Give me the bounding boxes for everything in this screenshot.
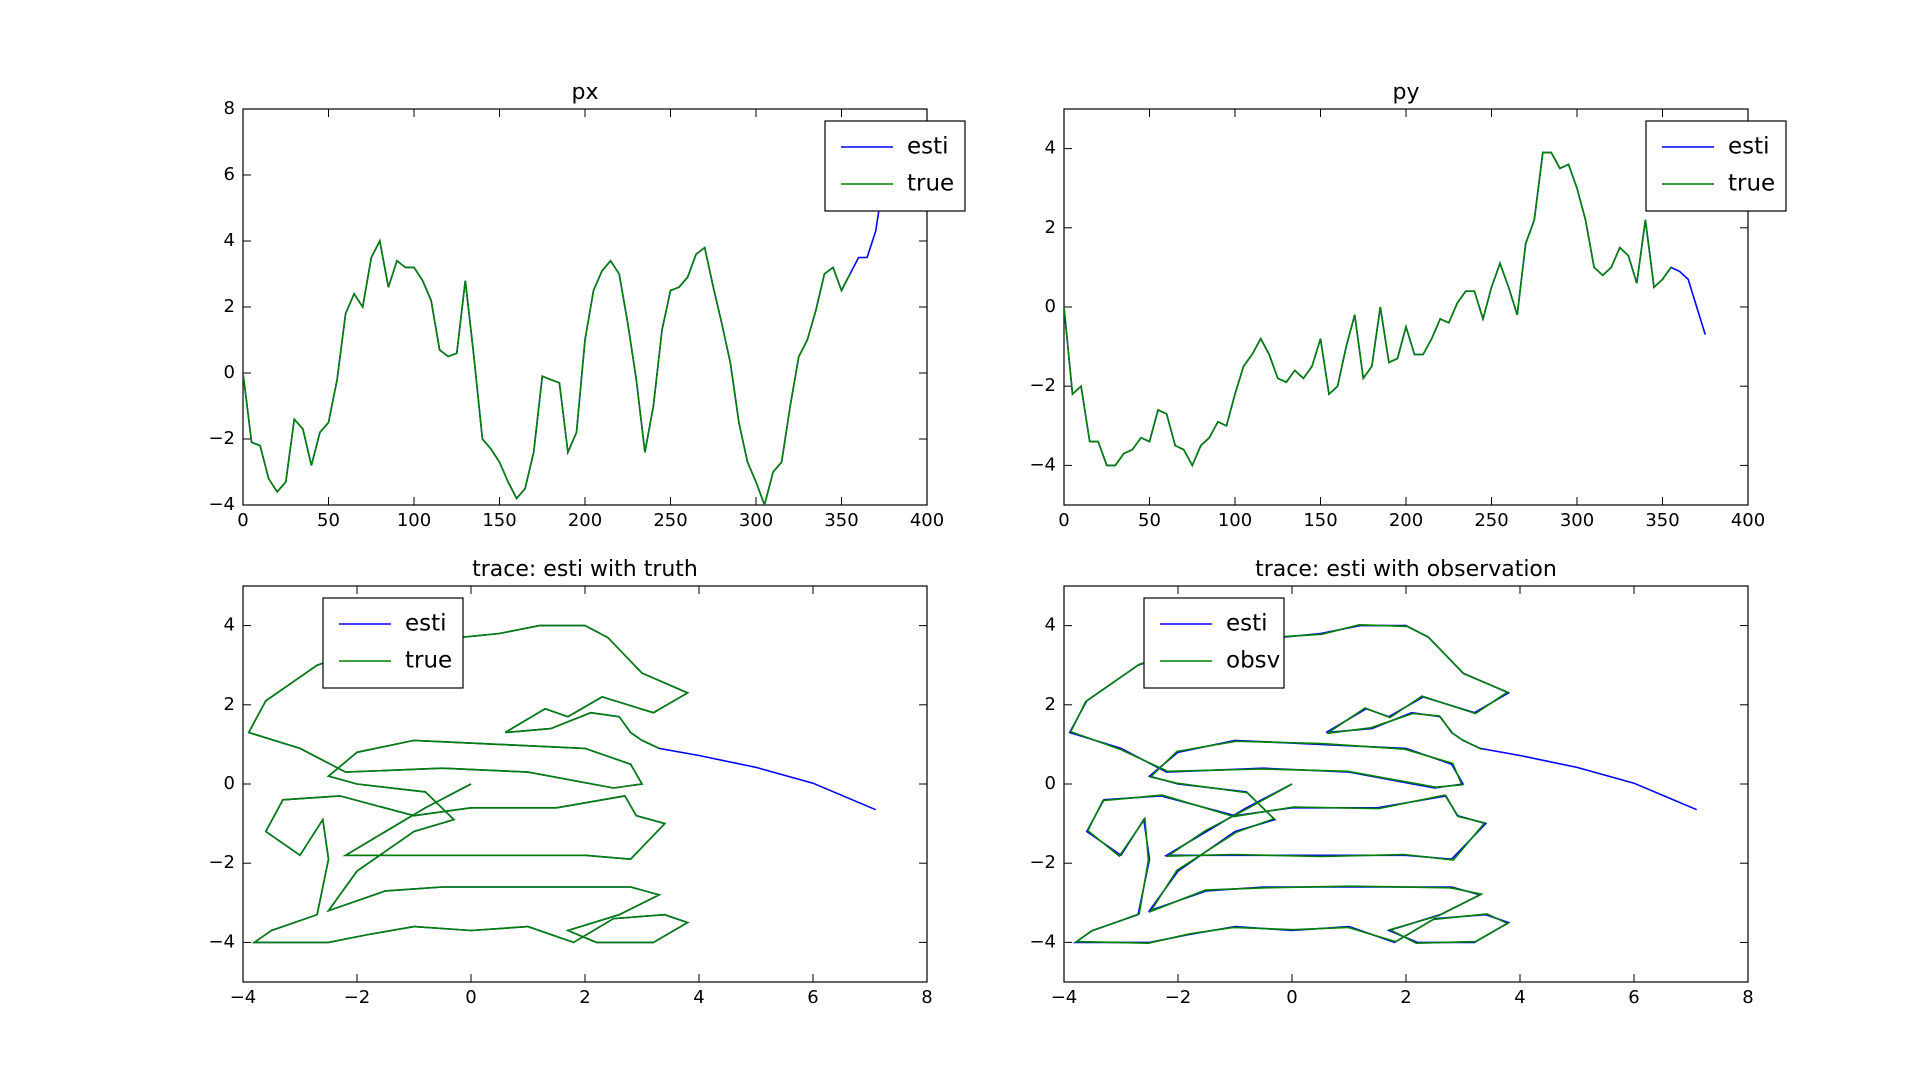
y-tick-label: 8 xyxy=(224,98,235,119)
legend-box xyxy=(824,120,966,212)
x-tick-label: 400 xyxy=(1731,510,1765,531)
y-tick-label: 0 xyxy=(1045,296,1056,317)
x-tick-label: 100 xyxy=(1218,510,1252,531)
x-tick-label: 0 xyxy=(1286,987,1297,1008)
x-tick-label: 8 xyxy=(921,987,932,1008)
legend-label: true xyxy=(405,648,452,674)
x-tick-label: −2 xyxy=(1165,987,1192,1008)
y-tick-label: 4 xyxy=(1045,138,1056,159)
legend-label: esti xyxy=(1226,611,1268,637)
y-tick-label: 2 xyxy=(224,296,235,317)
series-line xyxy=(1064,151,1672,468)
x-tick-label: 300 xyxy=(1560,510,1594,531)
x-tick-label: 4 xyxy=(693,987,704,1008)
y-tick-label: 4 xyxy=(1045,615,1056,636)
x-tick-label: 150 xyxy=(482,510,516,531)
chart-title: px xyxy=(572,80,599,105)
x-tick-label: 0 xyxy=(237,510,248,531)
y-tick-label: 0 xyxy=(1045,773,1056,794)
x-tick-label: 300 xyxy=(739,510,773,531)
y-tick-label: −4 xyxy=(1029,454,1056,475)
plot-frame xyxy=(1063,108,1749,506)
legend-box xyxy=(1645,120,1787,212)
x-tick-label: 200 xyxy=(568,510,602,531)
y-tick-label: −2 xyxy=(1029,852,1056,873)
y-tick-label: 4 xyxy=(224,230,235,251)
y-tick-label: −4 xyxy=(208,931,235,952)
x-tick-label: 400 xyxy=(910,510,944,531)
x-tick-label: 0 xyxy=(465,987,476,1008)
series-line xyxy=(247,624,690,944)
x-tick-label: 0 xyxy=(1058,510,1069,531)
legend-label: true xyxy=(1728,171,1775,197)
y-tick-label: 4 xyxy=(224,615,235,636)
legend-label: obsv xyxy=(1226,648,1280,674)
y-tick-label: 2 xyxy=(1045,694,1056,715)
subplot: py 0 50 100 150 200 250 300 350 400 −4 −2 0 2 4 esti tru… xyxy=(1029,80,1787,531)
x-tick-label: 50 xyxy=(317,510,340,531)
y-tick-label: −2 xyxy=(208,428,235,449)
plot-frame xyxy=(242,108,928,506)
x-tick-label: 350 xyxy=(1645,510,1679,531)
x-tick-label: 8 xyxy=(1742,987,1753,1008)
x-tick-label: −2 xyxy=(344,987,371,1008)
chart-title: trace: esti with truth xyxy=(472,557,698,582)
legend-box xyxy=(322,597,464,689)
y-tick-label: −4 xyxy=(208,494,235,515)
series-line xyxy=(243,238,851,505)
legend-label: esti xyxy=(1728,134,1770,160)
y-tick-label: 2 xyxy=(1045,217,1056,238)
chart-title: trace: esti with observation xyxy=(1255,557,1557,582)
y-tick-label: −2 xyxy=(208,852,235,873)
subplot: trace: esti with truth −4 −2 0 2 4 6 8 −4 −2 0 2 4 es… xyxy=(208,557,932,1008)
legend-label: esti xyxy=(907,134,949,160)
subplot: trace: esti with observation −4 −2 0 2 4 6 8 −4 −… xyxy=(1029,557,1753,1008)
x-tick-label: 50 xyxy=(1138,510,1161,531)
y-tick-label: −4 xyxy=(1029,931,1056,952)
series-line xyxy=(1069,623,1510,945)
x-tick-label: 250 xyxy=(1474,510,1508,531)
chart-title: py xyxy=(1393,80,1420,105)
x-tick-label: 6 xyxy=(807,987,818,1008)
y-tick-label: 6 xyxy=(224,164,235,185)
y-tick-label: 0 xyxy=(224,362,235,383)
x-tick-label: 250 xyxy=(653,510,687,531)
x-tick-label: 100 xyxy=(397,510,431,531)
y-tick-label: 0 xyxy=(224,773,235,794)
x-tick-label: −4 xyxy=(230,987,257,1008)
x-tick-label: −4 xyxy=(1051,987,1078,1008)
y-tick-label: 2 xyxy=(224,694,235,715)
legend-box xyxy=(1143,597,1285,689)
x-tick-label: 350 xyxy=(824,510,858,531)
y-tick-label: −2 xyxy=(1029,375,1056,396)
subplot: px 0 50 100 150 200 250 300 350 400 −4 −2 0 2 4 6 8 esti t… xyxy=(208,80,966,531)
x-tick-label: 2 xyxy=(579,987,590,1008)
x-tick-label: 2 xyxy=(1400,987,1411,1008)
x-tick-label: 4 xyxy=(1514,987,1525,1008)
legend-label: true xyxy=(907,171,954,197)
legend-label: esti xyxy=(405,611,447,637)
x-tick-label: 200 xyxy=(1389,510,1423,531)
x-tick-label: 6 xyxy=(1628,987,1639,1008)
x-tick-label: 150 xyxy=(1303,510,1337,531)
